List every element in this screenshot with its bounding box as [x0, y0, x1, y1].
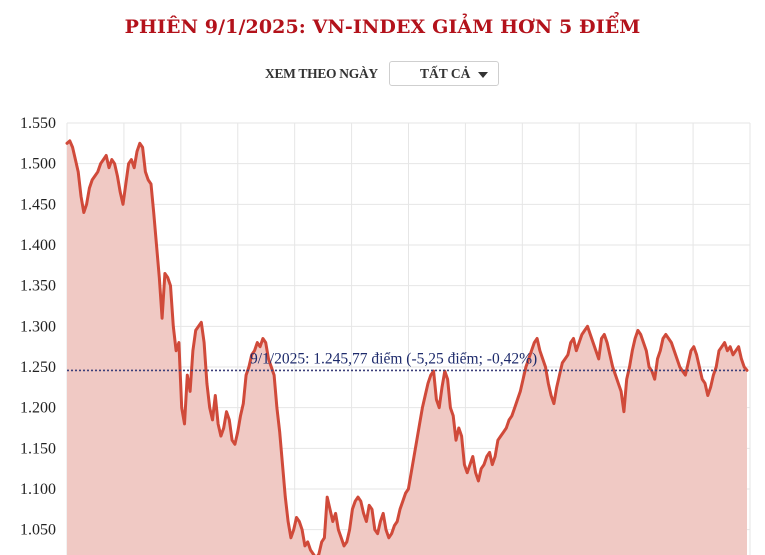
y-axis: 1.050 1.100 1.150 1.200 1.250 1.300 1.350 1.400… — [20, 115, 56, 539]
y-tick-label: 1.200 — [20, 400, 56, 417]
current-close-annotation: 9/1/2025: 1.245,77 điểm (-5,25 điểm; -0,… — [250, 350, 537, 367]
y-tick-label: 1.100 — [20, 481, 56, 498]
index-area-fill — [67, 140, 747, 555]
chart-title: PHIÊN 9/1/2025: VN-INDEX GIẢM HƠN 5 ĐIỂM — [124, 16, 641, 38]
y-tick-label: 1.500 — [20, 156, 56, 173]
y-tick-label: 1.550 — [20, 115, 56, 132]
y-tick-label: 1.450 — [20, 196, 56, 213]
y-tick-label: 1.250 — [20, 359, 56, 376]
y-tick-label: 1.150 — [20, 440, 56, 457]
date-range-select[interactable]: TẤT CẢ — [389, 61, 499, 86]
index-line — [65, 139, 749, 555]
date-range-selected-value: TẤT CẢ — [420, 66, 471, 81]
date-filter-row: XEM THEO NGÀY TẤT CẢ — [0, 61, 765, 87]
y-tick-label: 1.050 — [20, 522, 56, 539]
vnindex-area-chart: 1.050 1.100 1.150 1.200 1.250 1.300 1.350 1.400… — [20, 115, 751, 555]
chevron-down-icon — [478, 72, 488, 78]
filter-label: XEM THEO NGÀY — [265, 66, 378, 81]
y-tick-label: 1.400 — [20, 237, 56, 254]
y-tick-label: 1.350 — [20, 278, 56, 295]
y-tick-label: 1.300 — [20, 318, 56, 335]
